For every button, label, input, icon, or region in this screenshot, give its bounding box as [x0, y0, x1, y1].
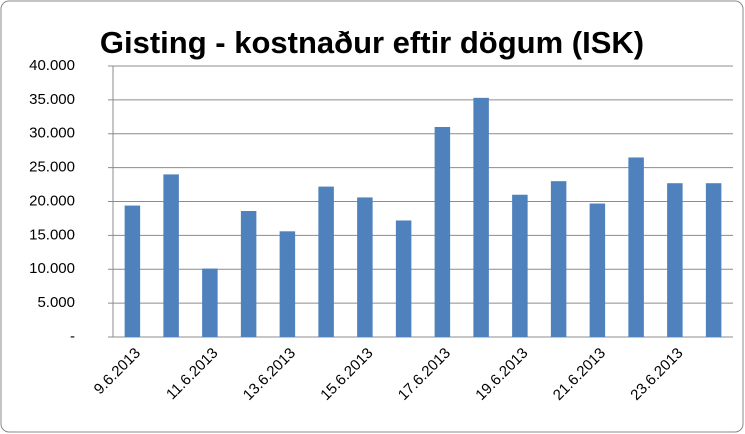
y-tick-label: 25.000	[29, 159, 75, 176]
bar	[357, 197, 373, 337]
bar	[473, 97, 489, 337]
y-tick-label: 40.000	[29, 57, 75, 74]
bar	[240, 210, 257, 337]
bar	[124, 205, 141, 337]
bar	[667, 183, 683, 337]
bar	[705, 183, 722, 337]
bar	[589, 203, 606, 337]
bar	[163, 174, 179, 337]
bar	[202, 268, 218, 337]
y-tick-label: 20.000	[29, 192, 75, 209]
bar	[395, 220, 412, 337]
y-tick-label: 5.000	[37, 294, 75, 311]
bar	[318, 186, 334, 337]
bar	[279, 231, 296, 337]
y-tick-label: 30.000	[29, 125, 75, 142]
bar	[434, 126, 451, 337]
y-tick-label: 10.000	[29, 260, 75, 277]
y-tick-label: -	[70, 328, 75, 345]
bar	[512, 194, 528, 337]
chart-title: Gisting - kostnaður eftir dögum (ISK)	[100, 25, 644, 60]
y-tick-label: 35.000	[29, 91, 75, 108]
bar	[550, 181, 567, 337]
y-tick-label: 15.000	[29, 226, 75, 243]
bar	[628, 157, 644, 337]
